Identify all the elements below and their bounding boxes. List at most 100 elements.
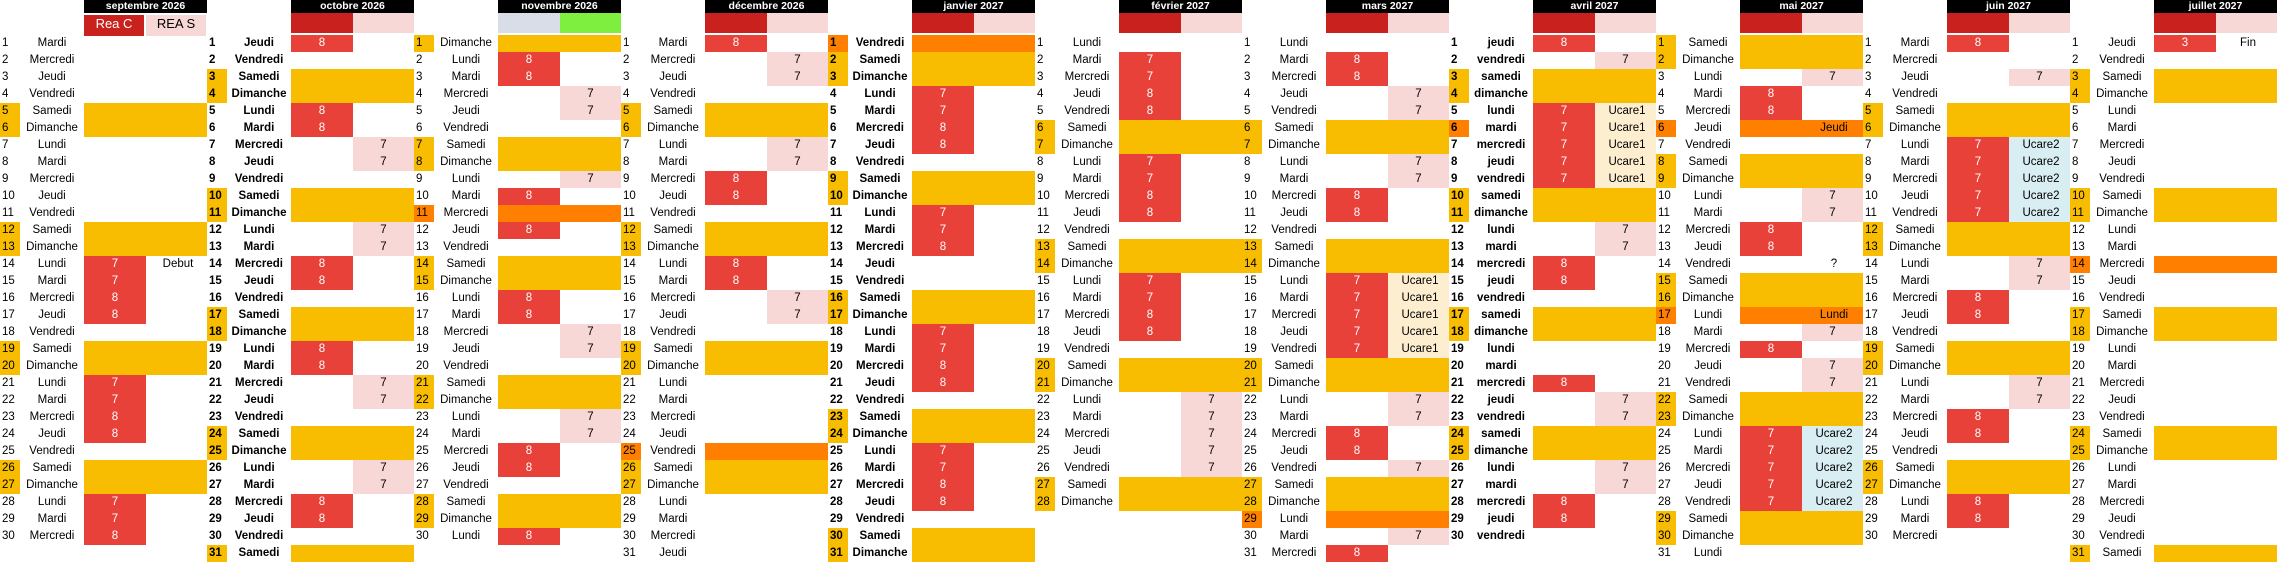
rea-c-shift[interactable]: 8: [1119, 324, 1181, 341]
rea-s-shift[interactable]: 7: [767, 69, 828, 86]
rea-c-shift[interactable]: 8: [291, 341, 353, 358]
rea-c-shift[interactable]: 8: [498, 307, 560, 324]
rea-s-shift[interactable]: 7: [1388, 460, 1449, 477]
rea-s-shift[interactable]: 7: [1802, 205, 1863, 222]
rea-c-shift[interactable]: 8: [705, 273, 767, 290]
rea-c-shift[interactable]: 8: [705, 171, 767, 188]
rea-c-shift[interactable]: 8: [705, 188, 767, 205]
rea-c-shift[interactable]: 7: [912, 86, 974, 103]
rea-c-shift[interactable]: 7: [84, 375, 146, 392]
rea-s-shift[interactable]: 7: [2009, 392, 2070, 409]
rea-c-shift[interactable]: 8: [912, 239, 974, 256]
rea-s-shift[interactable]: 7: [560, 409, 621, 426]
rea-c-shift[interactable]: 8: [498, 188, 560, 205]
rea-s-shift[interactable]: 7: [767, 137, 828, 154]
rea-c-shift[interactable]: 7: [1326, 341, 1388, 358]
rea-c-shift[interactable]: 7: [912, 443, 974, 460]
rea-s-shift[interactable]: 7: [1595, 409, 1656, 426]
rea-s-shift[interactable]: 7: [1181, 460, 1242, 477]
rea-c-shift[interactable]: 8: [912, 477, 974, 494]
rea-c-shift[interactable]: 7: [1119, 69, 1181, 86]
rea-s-shift[interactable]: 7: [1802, 324, 1863, 341]
rea-c-shift[interactable]: 8: [291, 256, 353, 273]
rea-c-shift[interactable]: 8: [1533, 256, 1595, 273]
rea-s-shift[interactable]: 7: [2009, 375, 2070, 392]
rea-c-shift[interactable]: 8: [1326, 69, 1388, 86]
rea-s-shift[interactable]: 7: [1388, 86, 1449, 103]
rea-c-shift[interactable]: 8: [1740, 86, 1802, 103]
rea-c-shift[interactable]: 8: [1533, 35, 1595, 52]
rea-c-shift[interactable]: 8: [1326, 205, 1388, 222]
rea-c-shift[interactable]: 8: [1740, 222, 1802, 239]
rea-c-shift[interactable]: 8: [84, 426, 146, 443]
rea-c-shift[interactable]: 8: [84, 307, 146, 324]
rea-s-shift[interactable]: 7: [2009, 256, 2070, 273]
rea-c-shift[interactable]: 8: [1326, 52, 1388, 69]
rea-c-shift[interactable]: 7: [1119, 171, 1181, 188]
rea-s-shift[interactable]: 7: [1181, 409, 1242, 426]
rea-c-shift[interactable]: 7: [1947, 205, 2009, 222]
rea-c-shift[interactable]: 8: [1947, 290, 2009, 307]
rea-c-shift[interactable]: 7: [1326, 324, 1388, 341]
rea-c-shift[interactable]: 8: [1326, 443, 1388, 460]
rea-c-shift[interactable]: 8: [1326, 545, 1388, 562]
rea-s-shift[interactable]: 7: [1181, 426, 1242, 443]
rea-c-shift[interactable]: 8: [705, 256, 767, 273]
rea-s-shift[interactable]: 7: [1595, 222, 1656, 239]
rea-c-shift[interactable]: 7: [1119, 154, 1181, 171]
rea-c-shift[interactable]: 8: [1740, 341, 1802, 358]
rea-c-shift[interactable]: 8: [912, 137, 974, 154]
rea-s-shift[interactable]: 7: [353, 375, 414, 392]
rea-c-shift[interactable]: 8: [291, 120, 353, 137]
rea-s-shift[interactable]: 7: [560, 86, 621, 103]
rea-c-shift[interactable]: 8: [1119, 307, 1181, 324]
rea-s-shift[interactable]: 7: [353, 137, 414, 154]
rea-s-shift[interactable]: 7: [1802, 375, 1863, 392]
rea-s-shift[interactable]: 7: [560, 341, 621, 358]
rea-c-shift[interactable]: 8: [291, 103, 353, 120]
rea-c-shift[interactable]: 7: [1326, 273, 1388, 290]
rea-c-shift[interactable]: 8: [1533, 494, 1595, 511]
rea-c-shift[interactable]: 8: [1947, 511, 2009, 528]
rea-s-shift[interactable]: 7: [353, 477, 414, 494]
rea-c-shift[interactable]: 7: [1119, 52, 1181, 69]
rea-c-shift[interactable]: 8: [1326, 188, 1388, 205]
rea-c-shift[interactable]: 7: [912, 324, 974, 341]
rea-s-shift[interactable]: 7: [1595, 477, 1656, 494]
rea-s-shift[interactable]: 7: [1595, 239, 1656, 256]
rea-c-shift[interactable]: 7: [1740, 460, 1802, 477]
rea-c-shift[interactable]: 8: [1947, 35, 2009, 52]
rea-c-shift[interactable]: 8: [1533, 273, 1595, 290]
rea-s-shift[interactable]: 7: [1388, 154, 1449, 171]
rea-c-shift[interactable]: 7: [912, 460, 974, 477]
rea-c-shift[interactable]: 8: [1740, 239, 1802, 256]
rea-s-shift[interactable]: 7: [1388, 392, 1449, 409]
rea-c-shift[interactable]: 8: [1119, 86, 1181, 103]
rea-c-shift[interactable]: 7: [84, 511, 146, 528]
rea-s-shift[interactable]: 7: [1388, 103, 1449, 120]
rea-c-shift[interactable]: 8: [498, 443, 560, 460]
rea-s-shift[interactable]: 7: [560, 171, 621, 188]
rea-c-shift[interactable]: 7: [1533, 103, 1595, 120]
rea-c-shift[interactable]: 8: [84, 290, 146, 307]
rea-c-shift[interactable]: 7: [1947, 154, 2009, 171]
rea-c-shift[interactable]: 8: [291, 35, 353, 52]
rea-c-shift[interactable]: 8: [291, 494, 353, 511]
rea-s-shift[interactable]: 7: [1802, 188, 1863, 205]
rea-s-shift[interactable]: 7: [1388, 171, 1449, 188]
rea-s-shift[interactable]: 7: [1595, 52, 1656, 69]
rea-c-shift[interactable]: 7: [912, 103, 974, 120]
rea-c-shift[interactable]: 7: [1326, 307, 1388, 324]
rea-c-shift[interactable]: 8: [1119, 103, 1181, 120]
rea-c-shift[interactable]: 7: [84, 494, 146, 511]
rea-c-shift[interactable]: 7: [1533, 120, 1595, 137]
rea-c-shift[interactable]: 8: [705, 35, 767, 52]
rea-c-shift[interactable]: 7: [912, 205, 974, 222]
rea-c-shift[interactable]: 8: [1947, 409, 2009, 426]
rea-c-shift[interactable]: 8: [291, 358, 353, 375]
rea-c-shift[interactable]: 7: [1119, 290, 1181, 307]
rea-c-shift[interactable]: 7: [912, 341, 974, 358]
rea-s-shift[interactable]: 7: [1388, 409, 1449, 426]
rea-c-shift[interactable]: 8: [498, 528, 560, 545]
rea-c-shift[interactable]: 7: [84, 273, 146, 290]
